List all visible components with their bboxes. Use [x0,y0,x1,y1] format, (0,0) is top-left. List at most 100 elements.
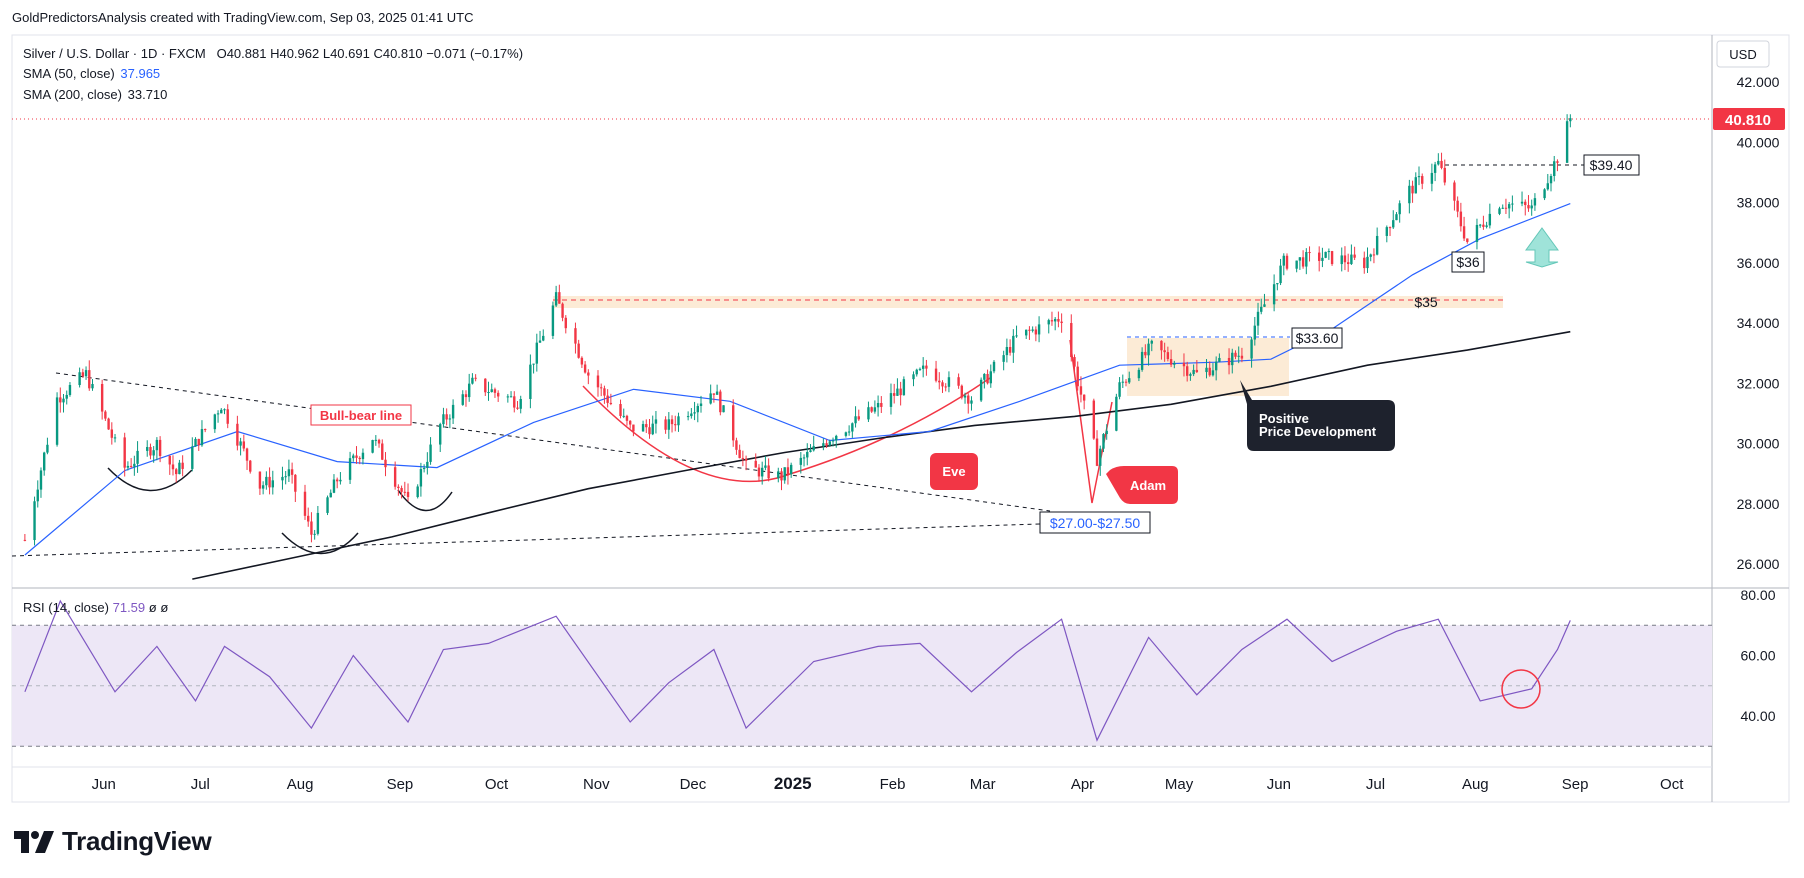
candle-body [1301,257,1305,267]
candle-body [957,377,960,386]
level-35-label: $35 [1414,294,1438,310]
candle-body [1079,386,1083,395]
candle-body [786,467,790,475]
support-range-label: $27.00-$27.50 [1050,515,1141,531]
candle-body [84,370,88,377]
candle-body [609,402,613,405]
candle-body [1050,320,1054,322]
candle-body [416,486,419,498]
candle-body [677,416,680,426]
candle-body [442,414,445,425]
candle-body [313,533,316,535]
candle-body [1488,213,1492,226]
candle-body [825,443,828,446]
candle-body [1282,255,1285,266]
candle-body [664,419,667,430]
candle-body [831,440,835,442]
legend-sma50-label: SMA (50, close) [23,66,115,81]
candle-body [426,461,429,468]
candle-body [258,471,262,489]
up-arrow-icon [1525,227,1559,268]
price-axis: 26.000 28.000 30.000 32.000 34.000 36.000 38.0… [1737,74,1780,572]
candle-body [1195,369,1199,373]
candle-body [1208,367,1211,376]
candle-body [741,458,745,460]
candle-body [464,394,468,398]
candle-body [1028,329,1031,331]
candle-body [1095,438,1099,466]
candle-body [696,405,699,413]
candle-body [1137,369,1141,379]
candle-body [1569,118,1572,122]
candle-body [1504,207,1508,209]
candle-body [979,379,983,401]
candle-body [294,474,297,492]
candle-body [1053,318,1057,322]
candle-body [1092,400,1096,439]
candle-body [400,488,403,492]
candle-body [1008,347,1012,353]
candle-body [1211,370,1215,376]
candle-body [516,407,519,409]
candle-body [307,515,310,522]
candle-body [783,467,786,481]
support-trendline [11,523,1041,557]
candle-body [561,303,564,318]
candle-body [1057,318,1060,322]
candle-body [110,429,114,438]
level-3940-label: $39.40 [1590,157,1633,173]
candle-body [625,415,629,421]
tradingview-logo[interactable]: TradingView [14,826,212,857]
candle-body [738,449,741,459]
candle-body [880,403,883,407]
candle-body [596,375,600,388]
candle-body [777,471,780,479]
candle-body [175,469,178,475]
candle-body [1060,321,1063,324]
currency-box[interactable] [1716,40,1770,68]
candle-body [603,388,606,396]
rsi-series [24,599,1571,742]
rsi-highlight-circle [1501,669,1541,709]
time-tick-label: Mar [970,776,996,793]
candle-body [1485,225,1488,227]
candle-body [1240,355,1244,359]
legend-rsi-row: RSI (14, close) 71.59 ø ø [23,600,168,615]
candle-body [155,439,159,451]
time-tick-label: Apr [1071,776,1094,793]
time-tick-label: Jun [1267,776,1291,793]
candle-body [78,372,81,386]
sma200-series [192,330,1571,580]
candle-body [348,458,352,480]
legend-rsi-value: 71.59 [112,600,146,615]
candle-body [1395,214,1398,221]
time-tick-label: Oct [485,776,509,793]
candle-body [65,394,68,399]
base-arc-1 [107,467,193,492]
candle-body [23,539,27,541]
last-price-text: 40.810 [1725,112,1771,129]
legend-sma200-label: SMA (200, close) [23,87,122,102]
candle-body [1511,203,1514,205]
legend-symbol-row: Silver / U.S. Dollar · 1D · FXCM O40.881… [23,46,523,61]
candle-body [191,446,194,469]
time-tick-label: Sep [387,776,414,793]
candle-body [42,452,46,471]
candle-body [1263,304,1266,307]
rsi-tick-label: 80.00 [1740,587,1775,603]
candle-body [535,342,539,364]
adam-label: Adam [1130,478,1166,493]
candle-body [719,391,722,413]
candle-body [1501,207,1504,209]
candle-body [1498,208,1501,214]
candle-body [1308,252,1311,254]
candle-body [271,480,274,488]
candle-body [809,450,812,452]
candle-body [406,491,410,498]
time-tick-label: Jul [1366,776,1385,793]
candle-body [261,485,265,489]
time-tick-label: Feb [880,776,906,793]
candle-body [355,455,358,458]
candle-body [1437,160,1440,165]
